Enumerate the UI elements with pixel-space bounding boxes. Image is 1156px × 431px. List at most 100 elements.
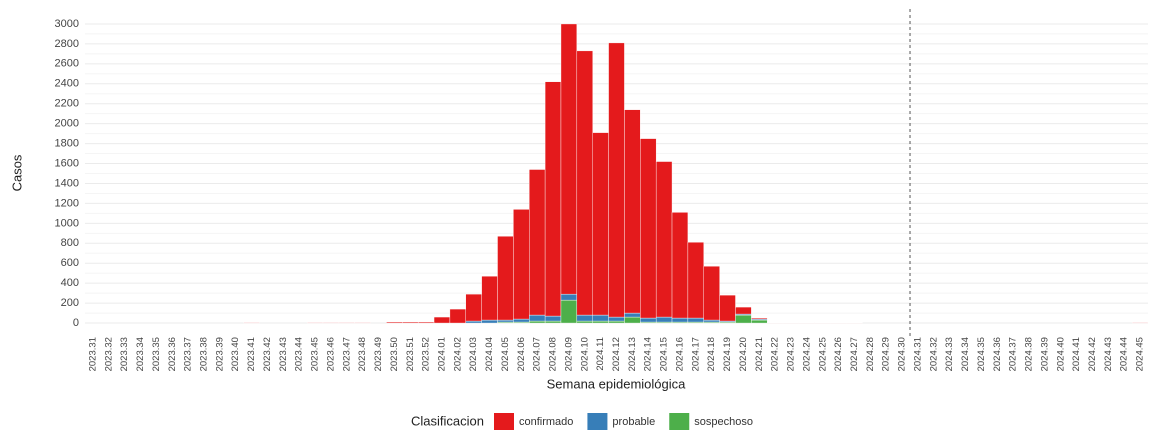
x-tick-label: 2024.24	[801, 337, 812, 371]
bar-segment	[592, 314, 609, 322]
bar-segment	[481, 319, 498, 324]
bar-segment	[560, 23, 578, 295]
x-tick-label: 2024.29	[881, 337, 892, 371]
x-tick-label: 2023.51	[405, 337, 416, 371]
bar-segment	[544, 315, 562, 322]
x-tick-label: 2024.17	[690, 337, 701, 371]
x-tick-label: 2024.16	[674, 337, 685, 371]
legend-label: confirmado	[519, 416, 573, 428]
x-axis-title: Semana epidemiológica	[547, 376, 687, 391]
x-tick-label: 2023.37	[183, 337, 194, 371]
legend-swatch	[587, 413, 608, 430]
bar-segment	[624, 312, 641, 318]
bar-segment	[417, 321, 435, 324]
x-tick-label: 2024.28	[865, 337, 876, 371]
x-tick-label: 2024.43	[1103, 337, 1114, 371]
x-tick-label: 2024.04	[484, 337, 495, 371]
x-tick-label: 2024.07	[532, 337, 543, 371]
x-tick-label: 2023.42	[262, 337, 273, 371]
bar-segment	[655, 316, 673, 323]
x-tick-label: 2023.50	[389, 337, 400, 371]
bar-segment	[513, 209, 530, 320]
x-tick-label: 2024.01	[436, 337, 447, 371]
x-tick-label: 2024.21	[754, 337, 765, 371]
bar-segment	[529, 320, 546, 324]
y-tick-label: 2200	[55, 98, 79, 110]
y-tick-label: 1200	[55, 197, 79, 209]
bar-segment	[449, 308, 466, 324]
x-tick-label: 2024.34	[960, 337, 971, 371]
bar-segment	[560, 299, 578, 324]
bar-segment	[513, 318, 530, 323]
legend-label: probable	[612, 416, 655, 428]
x-tick-label: 2024.10	[579, 337, 590, 371]
x-tick-label: 2024.23	[786, 337, 797, 371]
x-tick-label: 2023.52	[421, 337, 432, 371]
x-tick-label: 2024.06	[516, 337, 527, 371]
x-tick-label: 2024.26	[833, 337, 844, 371]
y-tick-label: 3000	[55, 18, 79, 30]
x-tick-label: 2024.30	[897, 337, 908, 371]
x-tick-label: 2024.12	[611, 337, 622, 371]
x-tick-label: 2023.44	[294, 337, 305, 371]
x-tick-label: 2023.34	[135, 337, 146, 371]
x-tick-label: 2024.19	[722, 337, 733, 371]
y-tick-label: 800	[61, 237, 79, 249]
x-tick-label: 2024.14	[643, 337, 654, 371]
x-tick-label: 2023.33	[119, 337, 130, 371]
x-tick-label: 2023.49	[373, 337, 384, 371]
y-tick-label: 2800	[55, 38, 79, 50]
y-tick-label: 0	[73, 317, 79, 329]
y-tick-label: 1400	[55, 177, 79, 189]
x-tick-label: 2024.36	[992, 337, 1003, 371]
bar-segment	[640, 317, 657, 323]
bar-segment	[735, 306, 752, 315]
legend-swatch	[669, 413, 690, 430]
bar-segment	[671, 212, 689, 319]
x-tick-label: 2024.41	[1071, 337, 1082, 371]
y-tick-label: 2400	[55, 78, 79, 90]
bar-segment	[671, 317, 689, 323]
bar-segment	[655, 161, 673, 318]
y-tick-label: 2600	[55, 58, 79, 70]
x-tick-label: 2023.47	[341, 337, 352, 371]
bar-segment	[640, 138, 657, 319]
x-tick-label: 2024.08	[548, 337, 559, 371]
bar-segment	[608, 316, 625, 322]
x-tick-label: 2024.11	[595, 337, 606, 371]
x-tick-label: 2024.20	[738, 337, 749, 371]
legend-swatch	[494, 413, 514, 430]
x-tick-label: 2023.45	[310, 337, 321, 371]
y-axis-title: Casos	[9, 154, 24, 191]
x-tick-label: 2024.05	[500, 337, 511, 371]
x-tick-label: 2023.46	[325, 337, 336, 371]
bar-segment	[624, 316, 641, 324]
bar-segment	[735, 314, 752, 324]
bar-segment	[497, 236, 514, 321]
x-tick-label: 2023.38	[199, 337, 210, 371]
y-tick-label: 1800	[55, 137, 79, 149]
bar-segment	[386, 321, 403, 324]
x-tick-label: 2024.03	[468, 337, 479, 371]
x-tick-label: 2024.33	[944, 337, 955, 371]
bar-segment	[465, 293, 482, 322]
x-tick-label: 2024.02	[452, 337, 463, 371]
x-tick-label: 2023.36	[167, 337, 178, 371]
x-tick-label: 2023.48	[357, 337, 368, 371]
bar-segment	[497, 319, 514, 323]
bar-segment	[608, 320, 625, 324]
y-tick-label: 200	[61, 297, 79, 309]
x-tick-label: 2024.32	[928, 337, 939, 371]
x-tick-label: 2023.31	[87, 337, 98, 371]
bar-segment	[624, 109, 641, 314]
bar-segment	[560, 293, 578, 301]
bar-segment	[687, 242, 704, 319]
x-tick-label: 2024.38	[1024, 337, 1035, 371]
x-tick-label: 2023.43	[278, 337, 289, 371]
bar-segment	[465, 320, 482, 324]
legend-title: Clasificacion	[411, 413, 484, 428]
x-tick-label: 2024.22	[770, 337, 781, 371]
y-tick-label: 1600	[55, 157, 79, 169]
y-tick-label: 600	[61, 257, 79, 269]
